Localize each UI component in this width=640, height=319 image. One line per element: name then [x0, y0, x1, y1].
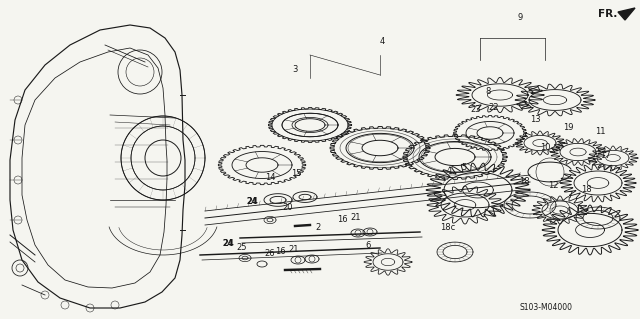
Text: FR.: FR. — [598, 9, 618, 19]
Text: S103-M04000: S103-M04000 — [520, 303, 573, 313]
Text: 24: 24 — [222, 240, 234, 249]
Text: 2: 2 — [316, 224, 321, 233]
Text: 16: 16 — [337, 216, 348, 225]
Text: 13: 13 — [530, 115, 540, 124]
Text: 21: 21 — [289, 244, 300, 254]
Text: 18: 18 — [518, 177, 529, 187]
Text: 26: 26 — [265, 249, 275, 258]
Text: 4: 4 — [380, 38, 385, 47]
Text: 24: 24 — [246, 197, 258, 206]
Text: 7: 7 — [567, 190, 573, 199]
Text: 11: 11 — [595, 128, 605, 137]
Text: 15: 15 — [291, 169, 301, 179]
Text: 20: 20 — [283, 204, 293, 212]
Polygon shape — [618, 8, 635, 20]
Text: 18: 18 — [580, 186, 591, 195]
Text: 21: 21 — [351, 212, 361, 221]
Text: 3: 3 — [292, 65, 298, 75]
Text: 5: 5 — [461, 164, 467, 173]
Text: 8: 8 — [485, 87, 491, 97]
Text: 24: 24 — [247, 197, 257, 206]
Text: 22: 22 — [489, 103, 499, 113]
Text: 10: 10 — [540, 144, 550, 152]
Text: 1: 1 — [447, 167, 452, 176]
Text: 24: 24 — [223, 240, 233, 249]
Text: 18c: 18c — [440, 224, 456, 233]
Text: 16: 16 — [275, 248, 285, 256]
Text: 6: 6 — [365, 241, 371, 249]
Text: 9: 9 — [517, 13, 523, 23]
Text: 17: 17 — [600, 151, 611, 160]
Text: 25: 25 — [237, 243, 247, 253]
Text: 12: 12 — [548, 181, 558, 189]
Text: 14: 14 — [265, 174, 275, 182]
Text: 23: 23 — [470, 106, 481, 115]
Text: 19: 19 — [563, 123, 573, 132]
